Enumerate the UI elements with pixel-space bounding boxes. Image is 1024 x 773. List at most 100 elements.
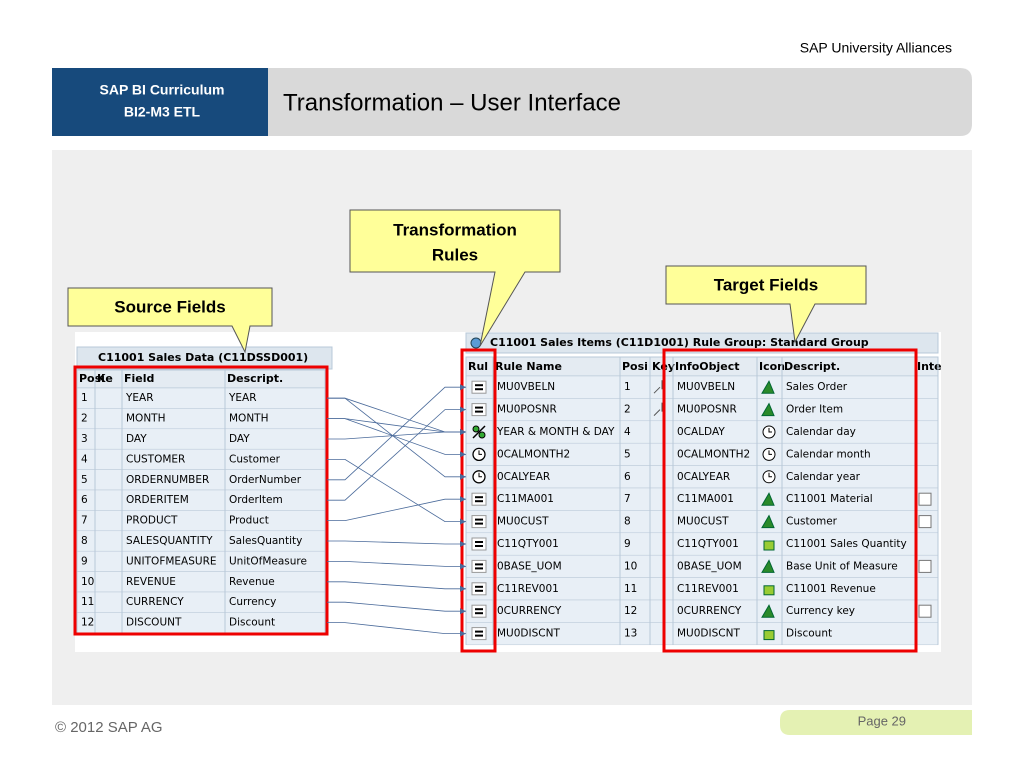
cell: 0CALMONTH2 — [677, 448, 750, 460]
column-header: Descript. — [227, 372, 283, 385]
cell: 0CURRENCY — [677, 605, 742, 617]
cell: 11 — [624, 583, 637, 595]
object-icon — [761, 492, 775, 506]
cell: Product — [229, 515, 269, 527]
cell: 0CALYEAR — [497, 471, 550, 483]
mapping-line — [327, 561, 466, 567]
table-row — [76, 408, 326, 430]
object-icon — [763, 540, 775, 551]
cell: 1 — [624, 381, 631, 393]
cell: DAY — [126, 433, 147, 445]
column-header: Field — [124, 372, 154, 385]
mapping-line — [327, 540, 466, 545]
cell: C11MA001 — [497, 493, 554, 505]
cell: Calendar month — [786, 448, 871, 460]
rule-icon — [472, 425, 486, 439]
cell: 0BASE_UOM — [497, 560, 562, 572]
title-bar — [268, 68, 972, 136]
cell: SalesQuantity — [229, 535, 302, 547]
highlight-box — [662, 348, 918, 653]
page-box — [780, 710, 972, 735]
cell: MU0VBELN — [497, 381, 555, 393]
cell: MONTH — [229, 413, 269, 425]
cell: 7 — [81, 515, 88, 527]
cell: Base Unit of Measure — [786, 560, 898, 572]
cell: ORDERITEM — [126, 494, 189, 506]
cell: 3 — [81, 433, 88, 445]
rule-icon — [478, 472, 482, 478]
cell: 8 — [624, 516, 631, 528]
cell: C11REV001 — [677, 583, 739, 595]
rule-icon — [471, 604, 487, 618]
column-header: Inte — [917, 360, 942, 373]
mapping-line — [327, 622, 466, 634]
cell: 10 — [81, 576, 94, 588]
cell: CUSTOMER — [126, 453, 185, 465]
cell: MONTH — [126, 413, 166, 425]
cell: MU0POSNR — [677, 404, 737, 416]
cell: 0CALMONTH2 — [497, 448, 570, 460]
table-row — [76, 387, 326, 409]
cell: MU0CUST — [677, 516, 729, 528]
object-icon — [768, 472, 772, 478]
object-icon — [761, 514, 775, 529]
callout-text: Source Fields — [114, 297, 225, 316]
mapping-arrow — [460, 451, 466, 458]
column-header: Descript. — [784, 360, 840, 373]
column-header: Icon — [759, 360, 785, 373]
mapping-line — [327, 397, 466, 478]
column-header: Posi — [79, 372, 105, 385]
mapping-line — [327, 498, 466, 521]
callout — [665, 265, 867, 344]
slide-title: Transformation – User Interface — [283, 89, 621, 116]
cell: C11QTY001 — [497, 538, 559, 550]
table-title: C11001 Sales Data (C11DSSD001) — [98, 351, 308, 364]
rule-icon — [478, 450, 482, 455]
column-header: Posi — [622, 360, 648, 373]
cell: Revenue — [229, 576, 275, 588]
cell: C11001 Sales Quantity — [786, 538, 907, 550]
table-row — [76, 510, 326, 532]
cell: 0BASE_UOM — [677, 560, 742, 572]
cell: 6 — [624, 471, 631, 483]
checkbox — [918, 492, 932, 506]
cell: 9 — [81, 555, 88, 567]
cell: YEAR & MONTH & DAY — [496, 426, 615, 438]
cell: Customer — [786, 516, 838, 528]
mapping-arrow — [460, 608, 466, 615]
cell: 13 — [624, 628, 637, 640]
cell: Order Item — [786, 404, 843, 416]
cell: Calendar year — [786, 471, 861, 483]
cell: 4 — [624, 426, 631, 438]
cell: 5 — [624, 448, 631, 460]
cell: 4 — [81, 453, 88, 465]
cell: DISCOUNT — [126, 617, 182, 629]
mapping-arrow — [460, 541, 466, 547]
rule-icon — [471, 515, 487, 529]
table-row — [76, 489, 326, 511]
cell: Currency — [229, 596, 276, 608]
page-number: Page 29 — [858, 713, 906, 728]
cell: 12 — [81, 617, 94, 629]
table-row — [76, 428, 326, 450]
cell: MU0DISCNT — [497, 628, 560, 640]
callout-text: Transformation — [393, 220, 517, 239]
mapping-line — [327, 386, 466, 481]
cell: REVENUE — [126, 576, 176, 588]
cell: CURRENCY — [126, 596, 184, 608]
cell: UnitOfMeasure — [229, 555, 307, 567]
cell: 9 — [624, 538, 631, 550]
mapping-arrow — [460, 473, 466, 480]
course-box — [52, 68, 268, 136]
checkbox — [918, 515, 932, 529]
callout-text: Rules — [432, 245, 478, 264]
cell: 2 — [624, 404, 631, 416]
cell: Sales Order — [786, 381, 848, 393]
mapping-line — [327, 581, 466, 590]
table-icon — [470, 337, 482, 349]
mapping-line — [327, 431, 466, 440]
cell: C11001 Material — [786, 493, 873, 505]
column-header: Rul — [468, 360, 488, 373]
mapping-line — [327, 418, 466, 455]
